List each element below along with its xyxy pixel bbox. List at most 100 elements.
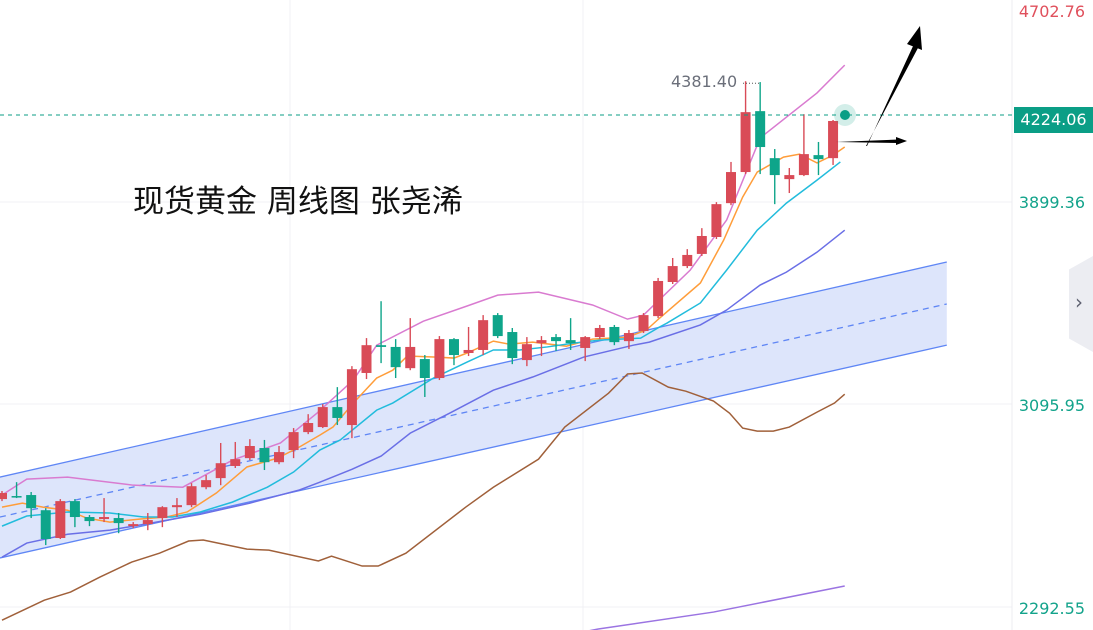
candle-body xyxy=(186,486,197,506)
candle-body xyxy=(26,495,37,509)
candle-up xyxy=(580,336,591,362)
candle-body xyxy=(84,517,95,522)
candle-body xyxy=(536,340,547,344)
channel-upper-line[interactable] xyxy=(0,261,947,478)
candle-up xyxy=(99,498,110,523)
candle-body xyxy=(376,345,387,347)
candle-up xyxy=(274,446,285,465)
candle-body xyxy=(653,280,664,317)
candle-body xyxy=(405,346,416,369)
candle-down xyxy=(40,508,51,546)
candle-body xyxy=(580,337,591,348)
candle-body xyxy=(507,332,518,359)
high-price-label: 4381.40 xyxy=(671,72,738,91)
candle-up xyxy=(142,512,153,531)
candle-up xyxy=(711,202,722,240)
candle-up xyxy=(346,366,357,439)
candle-up xyxy=(405,318,416,371)
candle-body xyxy=(215,463,226,479)
candle-body xyxy=(609,326,620,343)
candle-body xyxy=(11,496,22,498)
up-arrow-icon[interactable] xyxy=(866,26,922,146)
candle-down xyxy=(755,82,766,175)
candle-up xyxy=(186,483,197,508)
candle-down xyxy=(609,324,620,346)
candle-down xyxy=(419,355,430,397)
candle-up xyxy=(667,257,678,285)
candle-body xyxy=(638,315,649,332)
candle-down xyxy=(259,439,270,471)
candle-body xyxy=(726,172,736,204)
candle-body xyxy=(69,501,80,518)
indicator-lines xyxy=(1,64,846,630)
candle-body xyxy=(259,448,270,463)
price-axis-label: 3899.36 xyxy=(1018,193,1085,212)
candle-body xyxy=(55,501,66,539)
chevron-right-icon: › xyxy=(1075,290,1083,314)
candle-body xyxy=(696,235,707,254)
candle-up xyxy=(536,336,547,357)
candle-up xyxy=(463,326,474,357)
candle-up xyxy=(726,161,736,206)
side-panel-toggle[interactable]: › xyxy=(1069,256,1093,352)
candle-up xyxy=(157,506,168,528)
candle-body xyxy=(171,505,182,508)
trend-channel[interactable] xyxy=(0,261,947,559)
candle-up xyxy=(55,499,66,540)
price-axis-label: 3095.95 xyxy=(1018,396,1085,415)
candle-body xyxy=(813,155,824,160)
candle-down xyxy=(376,301,387,364)
candle-body xyxy=(390,346,401,368)
channel-middle-line[interactable] xyxy=(0,303,947,518)
candle-up xyxy=(594,324,605,340)
candle-up xyxy=(128,522,139,529)
candle-up xyxy=(682,249,693,269)
candle-down xyxy=(492,313,503,339)
chart-annotation[interactable]: 现货黄金 周线图 张尧浠 xyxy=(133,184,463,220)
candle-body xyxy=(463,349,474,354)
candle-up xyxy=(215,442,226,486)
candle-body xyxy=(230,459,241,466)
candle-body xyxy=(828,120,839,159)
candle-body xyxy=(448,339,459,356)
candle-up xyxy=(361,338,372,380)
candle-down xyxy=(769,149,780,205)
candle-up xyxy=(201,475,212,490)
last-price-tag: 4224.06 xyxy=(1014,107,1093,133)
candle-body xyxy=(317,407,328,428)
candle-down xyxy=(332,387,343,426)
candle-body xyxy=(667,266,678,282)
indicator-line-brown xyxy=(1,372,846,621)
candle-down xyxy=(69,499,80,528)
candle-down xyxy=(551,334,562,351)
price-axis-label: 4702.76 xyxy=(1018,2,1085,21)
indicator-line-orange xyxy=(1,146,846,523)
candle-up xyxy=(171,498,182,518)
candle-body xyxy=(755,111,766,148)
candle-body xyxy=(798,154,809,176)
candle-body xyxy=(419,359,430,379)
candle-body xyxy=(346,369,357,426)
candle-up xyxy=(230,441,241,468)
candle-up xyxy=(478,315,489,356)
candle-body xyxy=(332,407,343,418)
candle-down xyxy=(84,515,95,527)
indicator-line-purple xyxy=(589,585,845,630)
candle-down xyxy=(565,318,576,350)
candle-body xyxy=(492,315,503,337)
candle-body xyxy=(521,344,532,361)
candle-down xyxy=(813,141,824,176)
candle-up xyxy=(828,119,839,165)
candle-down xyxy=(448,338,459,366)
candle-body xyxy=(682,254,693,267)
right-arrow-icon[interactable] xyxy=(836,137,907,145)
candle-up xyxy=(317,404,328,429)
candle-body xyxy=(201,480,212,488)
candle-up xyxy=(521,337,532,367)
candle-down xyxy=(113,512,124,534)
candle-body xyxy=(551,337,562,342)
candle-body xyxy=(128,524,139,527)
candle-body xyxy=(113,518,124,524)
candle-down xyxy=(11,482,22,499)
